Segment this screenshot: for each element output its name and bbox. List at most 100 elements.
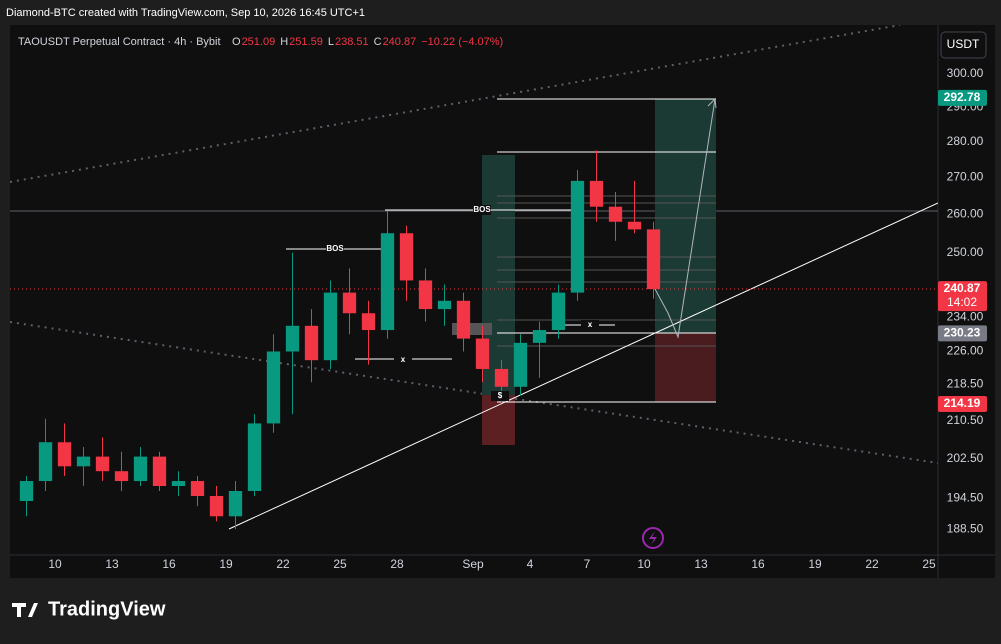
y-tick-label: 194.50	[947, 491, 984, 505]
price-badge	[938, 325, 987, 342]
annotation: x	[401, 355, 406, 364]
ohlc-legend: O 251.09 H 251.59 L 238.51 C 240.87 −10.22 (−4.0…	[232, 36, 503, 48]
candle-body	[114, 471, 129, 482]
y-tick-label: 250.00	[947, 245, 984, 259]
candle-body	[551, 292, 566, 331]
y-tick-label: 202.50	[947, 451, 984, 465]
candle-body	[95, 456, 110, 472]
x-tick-label: 4	[527, 557, 534, 571]
logo-mark	[12, 603, 38, 617]
y-tick-label: 188.50	[947, 521, 984, 535]
candle-body	[266, 351, 281, 424]
price-badge-label: 292.78	[944, 90, 981, 104]
fib-lines	[497, 195, 716, 347]
price-badge	[938, 396, 987, 413]
candle-body	[589, 180, 604, 207]
y-tick-label: 226.00	[947, 344, 984, 358]
annotation: BOS	[473, 205, 491, 214]
price-badge-label: 230.23	[944, 325, 981, 339]
lightning-bolt	[649, 531, 657, 545]
y-tick-label: 260.00	[947, 206, 984, 220]
candle-body	[76, 456, 91, 467]
annotation: BOS	[326, 244, 344, 253]
y-tick-label: 300.00	[947, 66, 984, 80]
price-badge-label: 240.87	[944, 281, 981, 295]
candle-body	[247, 423, 262, 491]
candle-body	[209, 495, 224, 517]
currency-button[interactable]	[940, 31, 987, 59]
ohlc-change: −10.22 (−4.07%)	[421, 36, 503, 48]
y-tick-label: 234.00	[947, 310, 984, 324]
x-tick-label: Sep	[462, 557, 484, 571]
x-tick-label: 22	[276, 557, 290, 571]
trendline	[228, 202, 938, 530]
candle-body	[361, 313, 376, 331]
dotted-trendline	[10, 321, 938, 464]
candle-body	[285, 325, 300, 352]
candle-body	[228, 490, 243, 517]
candle-body	[133, 456, 148, 482]
drawings	[10, 25, 938, 530]
ohlc-key: H	[280, 36, 288, 48]
price-badge	[938, 89, 987, 106]
candle-body	[399, 233, 414, 281]
x-tick-label: 10	[637, 557, 651, 571]
candle-body	[513, 342, 528, 387]
y-tick-label: 218.50	[947, 377, 984, 391]
annotation-bg	[394, 355, 412, 365]
candle-body	[171, 481, 186, 486]
candle-body	[608, 206, 623, 222]
price-badge-label: 214.19	[944, 396, 981, 410]
ohlc-value: 251.59	[289, 36, 323, 48]
x-tick-label: 25	[333, 557, 347, 571]
candle-body	[437, 300, 452, 310]
annotations: BOS BOS x x $	[326, 205, 599, 401]
x-tick-label: 10	[48, 557, 62, 571]
annotation: x	[588, 320, 593, 329]
x-tick-label: 28	[390, 557, 404, 571]
candle-body	[418, 280, 433, 310]
credit: Diamond-BTC created with TradingView.com…	[6, 7, 365, 19]
candle-body	[38, 442, 53, 482]
x-tick-label: 19	[808, 557, 822, 571]
ohlc-key: O	[232, 36, 241, 48]
candle-body	[494, 368, 509, 387]
candle-body	[570, 180, 585, 293]
x-tick-label: 13	[694, 557, 708, 571]
brand: TradingView	[48, 598, 166, 620]
x-tick-label: 25	[922, 557, 936, 571]
candle-body	[57, 442, 72, 467]
ohlc-value: 238.51	[335, 36, 369, 48]
annotation-bg	[326, 244, 344, 254]
price-badge	[938, 281, 987, 312]
x-tick-label: 19	[219, 557, 233, 571]
annotation: $	[498, 391, 503, 400]
x-tick-label: 7	[584, 557, 591, 571]
candle-body	[304, 325, 319, 361]
ohlc-value: 251.09	[242, 36, 276, 48]
candle-body	[19, 481, 34, 502]
ohlc-key: L	[328, 36, 334, 48]
candle-body	[646, 229, 661, 290]
x-tick-label: 13	[105, 557, 119, 571]
x-tick-label: 16	[751, 557, 765, 571]
symbol-title: TAOUSDT Perpetual Contract · 4h · Bybit	[18, 36, 221, 48]
lightning-icon[interactable]	[642, 527, 664, 549]
annotation-bg	[491, 391, 509, 401]
annotation-bg	[581, 320, 599, 330]
annotation-bg	[473, 205, 491, 215]
arrow-head	[707, 97, 717, 109]
candle-body	[532, 330, 547, 343]
projection	[654, 98, 716, 339]
candle-body	[456, 300, 471, 339]
y-tick-label: 210.50	[947, 413, 984, 427]
zone	[482, 395, 515, 445]
candle-body	[342, 292, 357, 314]
target-zone	[655, 99, 716, 333]
countdown: 14:02	[947, 295, 977, 309]
candle-body	[380, 233, 395, 331]
candle-body	[475, 338, 490, 369]
candle-body	[152, 456, 167, 486]
